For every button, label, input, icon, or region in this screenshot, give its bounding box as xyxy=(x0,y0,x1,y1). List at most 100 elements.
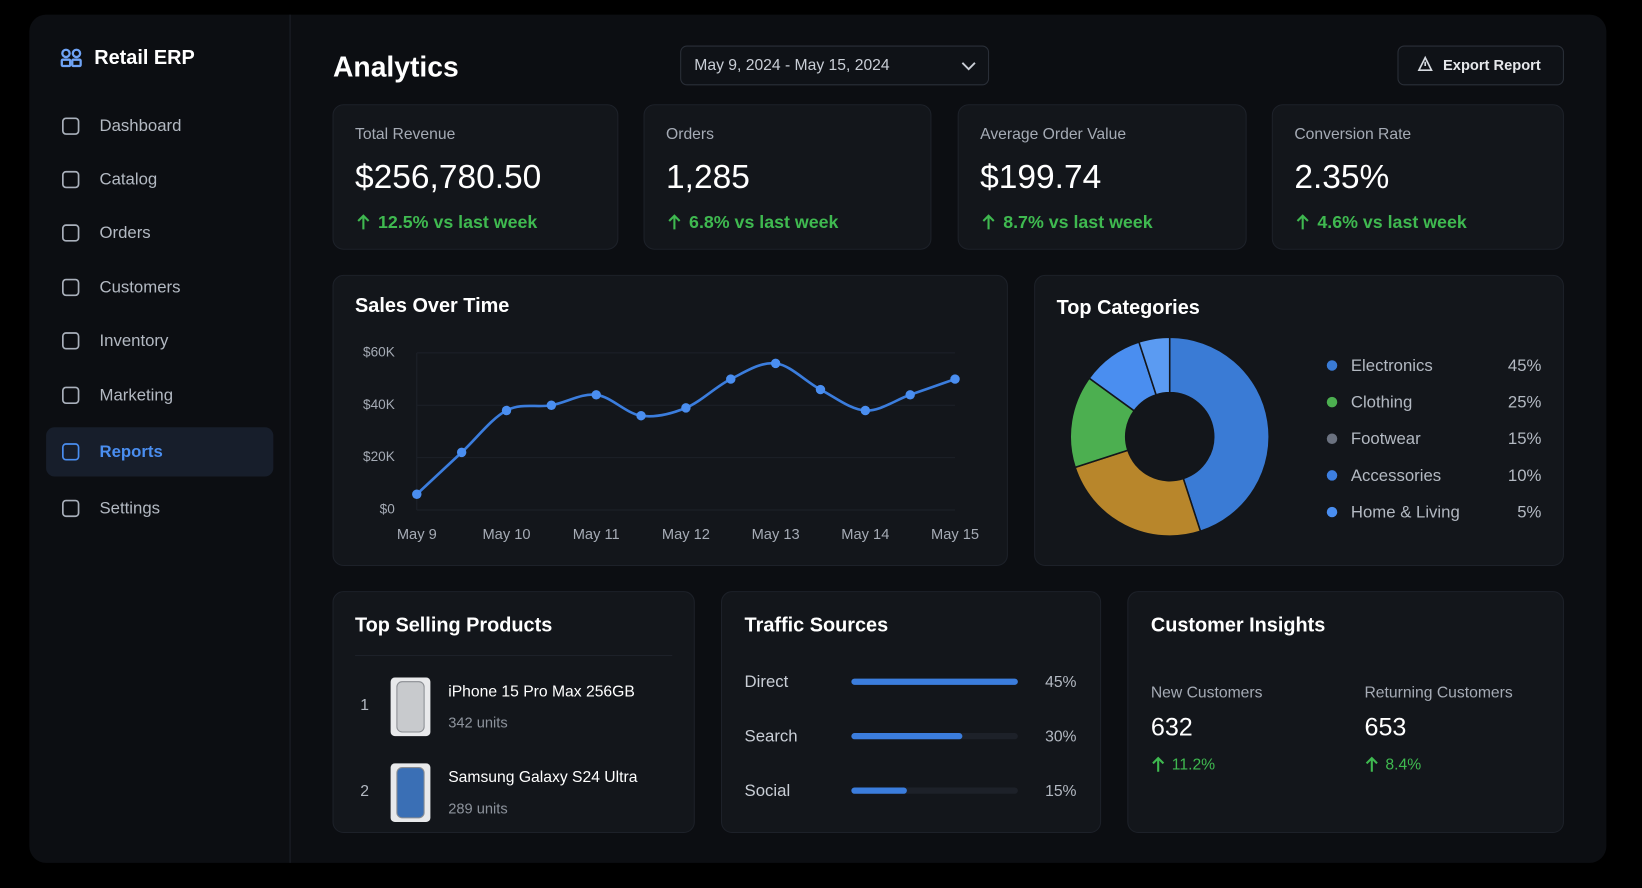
nav-item[interactable]: Reports xyxy=(100,442,163,461)
bar-label: Direct xyxy=(745,672,789,691)
nav-icon xyxy=(62,386,80,404)
brand-name: Retail ERP xyxy=(94,47,195,69)
card-title: Top Selling Products xyxy=(355,614,552,636)
legend-value: 5% xyxy=(1517,503,1541,522)
x-tick-label: May 12 xyxy=(662,527,710,543)
product-units: 342 units xyxy=(448,715,507,731)
kpi-card xyxy=(643,104,932,250)
y-tick-label: $40K xyxy=(363,397,395,412)
bar-value: 30% xyxy=(1045,728,1076,745)
date-picker[interactable] xyxy=(680,45,990,86)
brand-icon xyxy=(60,48,82,68)
export-icon xyxy=(1417,55,1433,71)
page-title: Analytics xyxy=(333,51,459,83)
legend-label: Footwear xyxy=(1351,429,1421,448)
bar-value: 15% xyxy=(1045,783,1076,800)
up-arrow xyxy=(982,214,995,230)
chart-title: Traffic Sources xyxy=(745,614,889,636)
sales-point xyxy=(546,400,557,410)
bar xyxy=(851,787,907,794)
chart-title: Top Categories xyxy=(1057,297,1200,319)
kpi-change: 8.7% vs last week xyxy=(1003,212,1152,232)
legend-dot xyxy=(1326,396,1338,408)
metric-change: 11.2% xyxy=(1172,757,1215,774)
card-title: Customer Insights xyxy=(1151,614,1325,636)
kpi-card xyxy=(332,104,619,250)
up-arrow xyxy=(1296,214,1309,230)
kpi-label: Orders xyxy=(666,126,714,143)
product-rank: 2 xyxy=(360,783,369,800)
legend-dot xyxy=(1326,433,1338,444)
up-arrow xyxy=(357,214,370,230)
sales-point xyxy=(501,405,512,416)
product-image xyxy=(396,681,425,733)
nav-icon xyxy=(62,278,80,297)
up-arrow xyxy=(668,214,681,230)
kpi-change: 6.8% vs last week xyxy=(689,212,838,232)
nav-item[interactable]: Orders xyxy=(100,223,151,242)
kpi-label: Total Revenue xyxy=(355,126,456,143)
legend-label: Electronics xyxy=(1351,356,1433,375)
legend-value: 45% xyxy=(1508,356,1542,375)
up-arrow xyxy=(1152,756,1165,772)
metric-label: New Customers xyxy=(1151,684,1263,701)
legend-label: Clothing xyxy=(1351,393,1412,412)
nav-item[interactable]: Settings xyxy=(100,498,161,517)
bar-value: 45% xyxy=(1045,674,1076,691)
kpi-value: $199.74 xyxy=(980,159,1101,196)
sales-point xyxy=(905,390,915,400)
nav-icon xyxy=(62,332,80,350)
kpi-card xyxy=(957,104,1247,250)
chart-title: Sales Over Time xyxy=(355,295,509,317)
nav-icon xyxy=(62,499,80,518)
legend-label: Accessories xyxy=(1351,466,1441,485)
kpi-label: Average Order Value xyxy=(980,126,1126,143)
nav-item[interactable]: Dashboard xyxy=(100,116,182,135)
product-image xyxy=(396,767,425,819)
legend-dot xyxy=(1326,360,1338,371)
legend-value: 10% xyxy=(1508,466,1542,485)
donut-segment xyxy=(1137,336,1171,396)
sales-point xyxy=(770,358,781,369)
y-tick-label: $0 xyxy=(380,502,396,517)
kpi-value: $256,780.50 xyxy=(355,159,541,196)
product-name[interactable]: Samsung Galaxy S24 Ultra xyxy=(448,769,637,786)
nav-icon xyxy=(62,170,80,189)
chevron xyxy=(961,62,976,71)
nav-item[interactable]: Inventory xyxy=(100,331,170,350)
sales-point xyxy=(950,374,960,384)
product-units: 289 units xyxy=(448,801,507,817)
legend-dot xyxy=(1326,470,1338,481)
metric-value: 632 xyxy=(1151,713,1193,741)
kpi-value: 2.35% xyxy=(1294,159,1389,196)
legend-value: 15% xyxy=(1508,429,1542,448)
bar xyxy=(851,733,963,740)
bar xyxy=(851,678,1018,685)
kpi-label: Conversion Rate xyxy=(1294,126,1411,143)
y-tick-label: $20K xyxy=(363,449,395,464)
sales-point xyxy=(412,489,422,499)
kpi-value: 1,285 xyxy=(666,159,750,196)
nav-item[interactable]: Catalog xyxy=(100,170,158,189)
kpi-card xyxy=(1271,104,1564,250)
nav-item[interactable]: Marketing xyxy=(100,385,174,404)
bar-label: Search xyxy=(745,727,798,746)
nav-active-bg xyxy=(46,427,274,477)
sales-point xyxy=(636,411,646,421)
export-label: Export Report xyxy=(1443,58,1541,74)
product-name[interactable]: iPhone 15 Pro Max 256GB xyxy=(448,683,635,700)
metric-value: 653 xyxy=(1364,713,1406,741)
sales-point xyxy=(860,405,871,416)
product-rank: 1 xyxy=(360,697,369,714)
export-button[interactable] xyxy=(1397,45,1564,86)
legend-label: Home & Living xyxy=(1351,503,1460,522)
nav-item[interactable]: Customers xyxy=(100,277,181,296)
x-tick-label: May 9 xyxy=(397,527,437,543)
legend-value: 25% xyxy=(1508,393,1542,412)
metric-change: 8.4% xyxy=(1385,757,1421,774)
x-tick-label: May 15 xyxy=(931,527,979,543)
nav-icon xyxy=(62,443,80,461)
kpi-change: 12.5% vs last week xyxy=(378,212,537,232)
